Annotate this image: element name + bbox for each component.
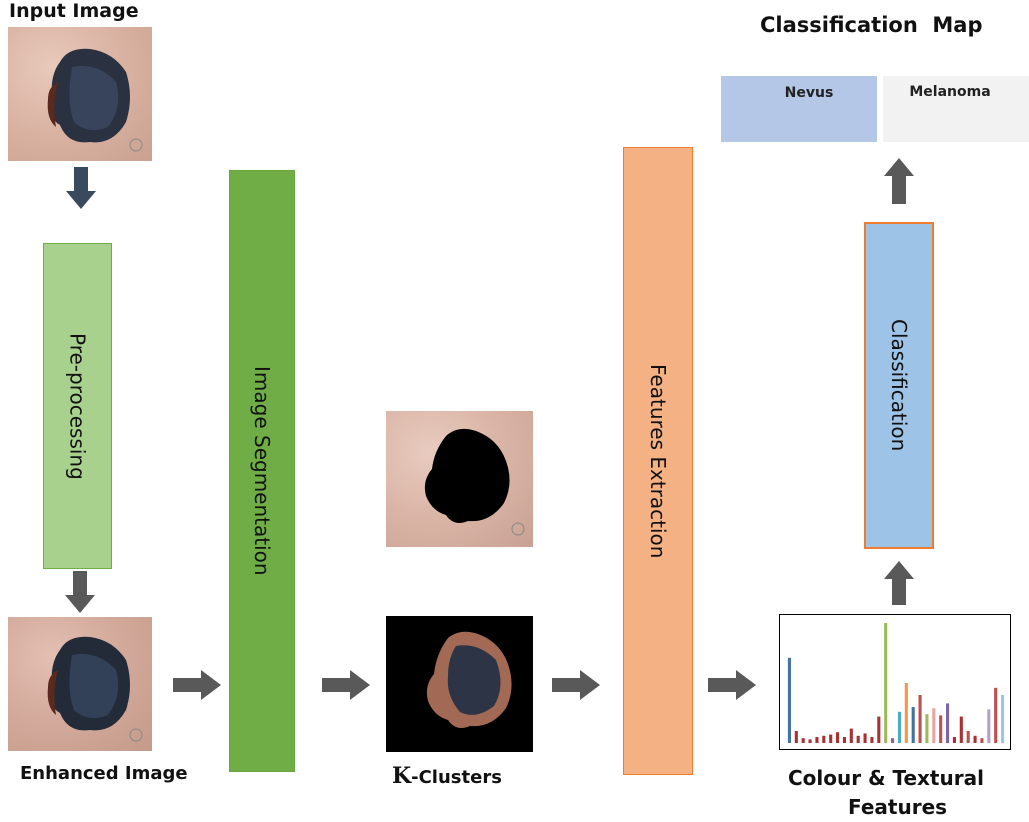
histogram-bar xyxy=(870,737,874,743)
melanoma-label: Melanoma xyxy=(909,84,991,100)
histogram-bar xyxy=(925,714,929,743)
enhanced-lesion-graphic xyxy=(47,636,143,742)
feature-extraction-box: Features Extraction xyxy=(623,147,693,775)
histogram-bar xyxy=(877,716,881,743)
melanoma-cell: Melanoma xyxy=(883,76,1029,142)
features-title-line1: Colour & Textural xyxy=(788,766,984,790)
histogram-bar xyxy=(856,735,860,743)
input-image-title: Input Image xyxy=(9,0,139,22)
histogram-bar xyxy=(884,623,888,743)
histogram-bar xyxy=(952,737,956,743)
feature-extraction-label: Features Extraction xyxy=(646,363,670,559)
histogram-bar xyxy=(973,735,977,743)
histogram-bar xyxy=(829,734,833,743)
histogram-bar xyxy=(918,695,922,743)
histogram-bar xyxy=(891,738,895,743)
histogram-bar xyxy=(787,657,791,743)
histogram-bar xyxy=(822,735,826,743)
preprocessing-box: Pre-processing xyxy=(43,243,112,569)
histogram-bar xyxy=(801,738,805,743)
down-arrow-icon xyxy=(65,571,95,613)
histogram-bar xyxy=(959,716,963,743)
segmentation-mask-image xyxy=(386,411,533,547)
histogram-bar xyxy=(815,737,819,743)
histogram-bar xyxy=(808,739,812,743)
histogram-bar xyxy=(939,715,943,743)
nevus-label: Nevus xyxy=(784,85,834,101)
k-clusters-title: K-Clusters xyxy=(392,763,502,789)
segmentation-label: Image Segmentation xyxy=(250,366,274,576)
histogram-bar xyxy=(994,687,998,743)
feature-histogram-svg xyxy=(787,623,1005,743)
histogram-bar xyxy=(904,683,908,743)
right-arrow-icon xyxy=(552,670,600,700)
right-arrow-icon xyxy=(173,670,221,700)
histogram-bar xyxy=(794,731,798,743)
cluster-graphic xyxy=(426,631,512,728)
histogram-bar xyxy=(842,737,846,743)
histogram-bar xyxy=(911,707,915,743)
histogram-bar xyxy=(980,738,984,743)
up-arrow-icon xyxy=(884,561,914,605)
enhanced-image-title: Enhanced Image xyxy=(20,763,188,784)
classification-box: Classification xyxy=(864,222,934,549)
histogram-bar xyxy=(946,703,950,743)
input-lesion-graphic xyxy=(47,48,143,152)
input-image xyxy=(8,27,152,161)
histogram-bar xyxy=(1001,695,1005,743)
mask-graphic xyxy=(424,428,525,536)
down-arrow-icon xyxy=(66,167,96,209)
features-title-line2: Features xyxy=(848,795,948,819)
k-clusters-rest: -Clusters xyxy=(411,767,502,788)
histogram-bar xyxy=(987,709,991,743)
classification-map-title: Classification Map xyxy=(760,13,983,37)
up-arrow-icon xyxy=(884,158,914,204)
histogram-bar xyxy=(932,708,936,743)
feature-histogram xyxy=(779,614,1011,750)
histogram-bar xyxy=(863,733,867,743)
preprocessing-label: Pre-processing xyxy=(65,332,90,480)
histogram-bar xyxy=(966,731,970,743)
k-clusters-k: K xyxy=(392,763,412,789)
enhanced-image xyxy=(8,617,152,751)
right-arrow-icon xyxy=(708,670,756,700)
histogram-bar xyxy=(836,732,840,743)
histogram-bar xyxy=(897,711,901,743)
classification-label: Classification xyxy=(887,319,911,452)
right-arrow-icon xyxy=(322,670,370,700)
nevus-cell: Nevus xyxy=(721,76,877,142)
segmentation-box: Image Segmentation xyxy=(229,170,295,772)
histogram-bar xyxy=(849,728,853,743)
k-clusters-image xyxy=(386,616,533,752)
